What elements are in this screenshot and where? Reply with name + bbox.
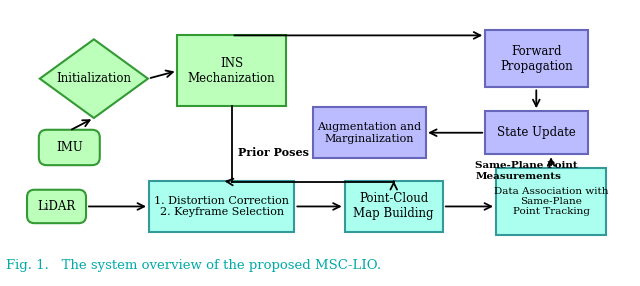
Text: LiDAR: LiDAR [37, 200, 76, 213]
Text: Forward
Propagation: Forward Propagation [500, 45, 573, 73]
FancyBboxPatch shape [39, 130, 100, 165]
Text: IMU: IMU [56, 141, 83, 154]
Text: Point-Cloud
Map Building: Point-Cloud Map Building [353, 192, 434, 221]
Text: Augmentation and
Marginalization: Augmentation and Marginalization [317, 122, 421, 144]
FancyBboxPatch shape [312, 107, 426, 158]
Text: Measurements: Measurements [476, 172, 561, 181]
FancyBboxPatch shape [484, 31, 588, 88]
Polygon shape [40, 39, 148, 118]
Text: Initialization: Initialization [56, 72, 131, 85]
FancyBboxPatch shape [344, 181, 443, 232]
FancyBboxPatch shape [27, 190, 86, 223]
Text: INS
Mechanization: INS Mechanization [188, 57, 275, 85]
Text: Data Association with
Same-Plane
Point Tracking: Data Association with Same-Plane Point T… [494, 187, 608, 217]
Text: State Update: State Update [497, 126, 575, 139]
Text: Same-Plane Point: Same-Plane Point [476, 161, 578, 170]
FancyBboxPatch shape [484, 111, 588, 154]
Text: Fig. 1.   The system overview of the proposed MSC-LIO.: Fig. 1. The system overview of the propo… [6, 259, 381, 273]
FancyBboxPatch shape [177, 35, 285, 106]
Text: Prior Poses: Prior Poses [239, 147, 309, 158]
FancyBboxPatch shape [149, 181, 294, 232]
Text: 1. Distortion Correction
2. Keyframe Selection: 1. Distortion Correction 2. Keyframe Sel… [154, 196, 289, 217]
FancyBboxPatch shape [496, 168, 606, 235]
